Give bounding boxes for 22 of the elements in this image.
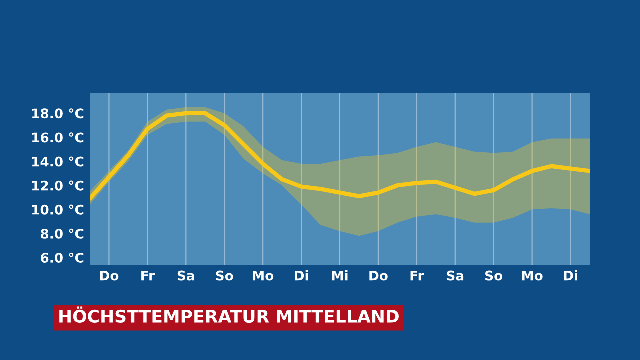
x-tick-label: Fr bbox=[142, 270, 155, 281]
line-series bbox=[90, 111, 590, 201]
x-tick-label: Mi bbox=[332, 270, 348, 281]
y-tick-label: 16.0 °C bbox=[32, 132, 84, 143]
x-tick-label: So bbox=[486, 270, 503, 281]
y-tick-label: 12.0 °C bbox=[32, 180, 84, 191]
text: HÖCHSTTEMPERATUR MITTELLAND bbox=[60, 306, 399, 324]
x-tick-label: Di bbox=[564, 270, 578, 281]
x-tick-label: Di bbox=[295, 270, 308, 281]
x-tick-label: Fr bbox=[410, 270, 424, 281]
x-tick-label: Mo bbox=[253, 270, 274, 281]
x-tick-label: Sa bbox=[178, 270, 194, 281]
y-tick-label: 18.0 °C bbox=[32, 108, 84, 119]
y-tick-label: 8.0 °C bbox=[41, 228, 84, 239]
x-tick-label: So bbox=[216, 270, 234, 281]
y-tick-label: 14.0 °C bbox=[32, 156, 84, 167]
y-tick-label: 10.0 °C bbox=[32, 204, 84, 215]
x-tick-label: Mo bbox=[522, 270, 543, 281]
y-tick-label: 6.0 °C bbox=[41, 252, 84, 263]
x-tick-label: Do bbox=[370, 270, 388, 281]
x-tick-label: Do bbox=[100, 270, 119, 281]
x-tick-label: Sa bbox=[447, 270, 464, 281]
